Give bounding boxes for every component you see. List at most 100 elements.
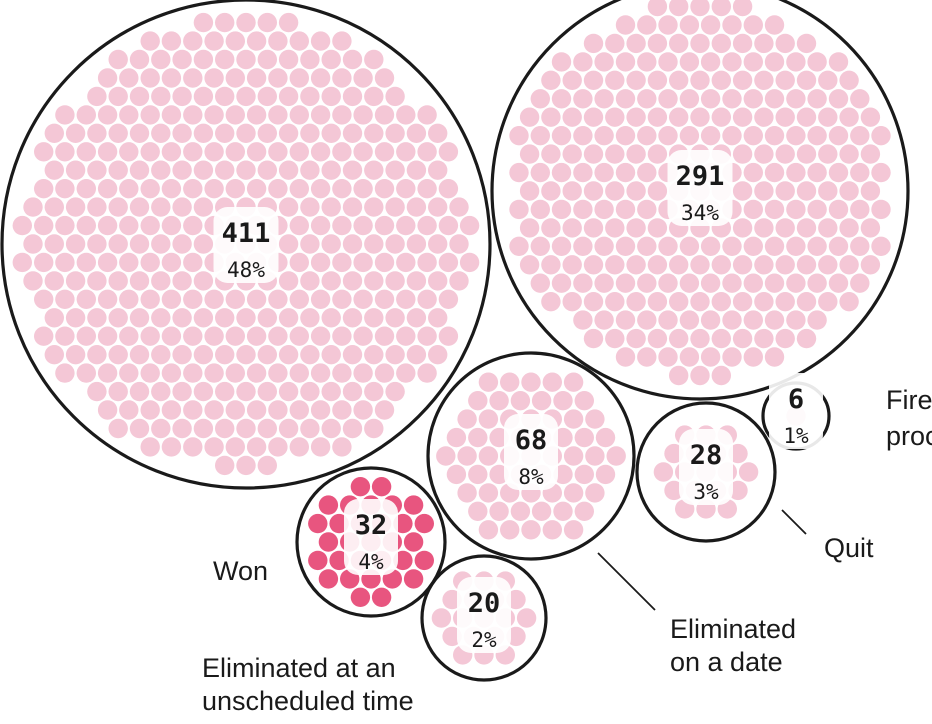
dot: [161, 179, 182, 199]
dot: [637, 126, 657, 146]
dot: [732, 181, 753, 201]
dot: [850, 273, 870, 293]
dot: [839, 218, 859, 238]
dot: [353, 105, 373, 125]
dot: [754, 107, 774, 127]
dot: [679, 15, 700, 35]
dot: [573, 310, 593, 330]
dot: [353, 215, 373, 236]
dot: [268, 179, 288, 199]
dot: [353, 326, 373, 346]
dot: [193, 86, 214, 107]
dot: [711, 328, 731, 349]
dot: [406, 345, 427, 365]
dot: [711, 33, 731, 54]
dot: [140, 252, 160, 273]
dot: [34, 179, 54, 199]
dot: [151, 345, 171, 365]
dot: [193, 308, 214, 328]
bubble-percent: 3%: [693, 480, 719, 504]
dot: [690, 70, 710, 91]
bubble-g68: [426, 351, 636, 561]
dot: [839, 255, 859, 275]
dot: [468, 464, 488, 485]
dot: [653, 462, 674, 482]
dot: [321, 49, 341, 70]
dot: [754, 328, 774, 349]
dot: [722, 52, 742, 72]
dot: [438, 142, 459, 162]
dot: [321, 271, 341, 291]
dot: [679, 52, 700, 72]
dot: [246, 437, 267, 457]
dot: [605, 107, 625, 127]
dot: [119, 289, 139, 309]
dot: [34, 252, 54, 273]
dot: [321, 86, 341, 107]
dot: [664, 480, 684, 501]
dot: [129, 160, 150, 180]
dot: [55, 215, 75, 236]
dot: [289, 252, 309, 273]
dot: [583, 33, 604, 54]
dot: [500, 520, 520, 540]
bubble-g411: [0, 0, 492, 490]
dot: [87, 86, 107, 107]
dot: [732, 292, 753, 312]
dot: [489, 464, 509, 485]
dot: [97, 215, 118, 236]
dot: [108, 381, 128, 402]
dot: [807, 162, 827, 183]
dot: [658, 52, 678, 72]
dot: [353, 252, 373, 273]
dot: [289, 400, 309, 420]
dot: [786, 52, 806, 72]
dot: [551, 236, 572, 256]
dot: [562, 255, 582, 275]
dot: [583, 70, 604, 91]
dot: [519, 107, 540, 127]
dot: [711, 107, 731, 127]
dot: [438, 179, 459, 199]
bubble-count: 68: [515, 425, 548, 456]
dot: [321, 308, 341, 328]
dot: [658, 310, 678, 330]
dot: [140, 105, 160, 125]
dot: [489, 427, 509, 448]
dot: [711, 70, 731, 91]
leader-line: [781, 509, 807, 535]
dot: [318, 495, 339, 515]
dot: [871, 126, 891, 146]
dot: [428, 234, 448, 254]
dot: [119, 215, 139, 236]
dot: [374, 252, 395, 273]
dot: [732, 218, 753, 238]
dot: [396, 252, 416, 273]
dot: [764, 347, 785, 367]
dot: [732, 328, 753, 349]
dot: [76, 326, 97, 346]
dot: [786, 310, 806, 330]
dot: [583, 218, 604, 238]
dot: [364, 381, 384, 402]
dot: [764, 162, 785, 183]
dot: [97, 363, 118, 383]
bubble-percent: 4%: [358, 550, 384, 574]
dot: [161, 437, 182, 457]
dot: [332, 289, 352, 309]
category-label: Eliminated at an: [202, 653, 396, 683]
dot: [151, 197, 171, 217]
dot: [585, 409, 605, 429]
dot: [519, 144, 540, 164]
dot: [796, 144, 817, 164]
dot: [449, 234, 469, 254]
dot: [321, 381, 341, 402]
dot: [289, 68, 309, 88]
dot: [637, 162, 657, 183]
dot: [818, 70, 838, 91]
dot: [129, 308, 150, 328]
dot: [728, 443, 748, 464]
dot: [268, 68, 288, 88]
dot: [257, 345, 277, 365]
dot: [700, 89, 721, 109]
